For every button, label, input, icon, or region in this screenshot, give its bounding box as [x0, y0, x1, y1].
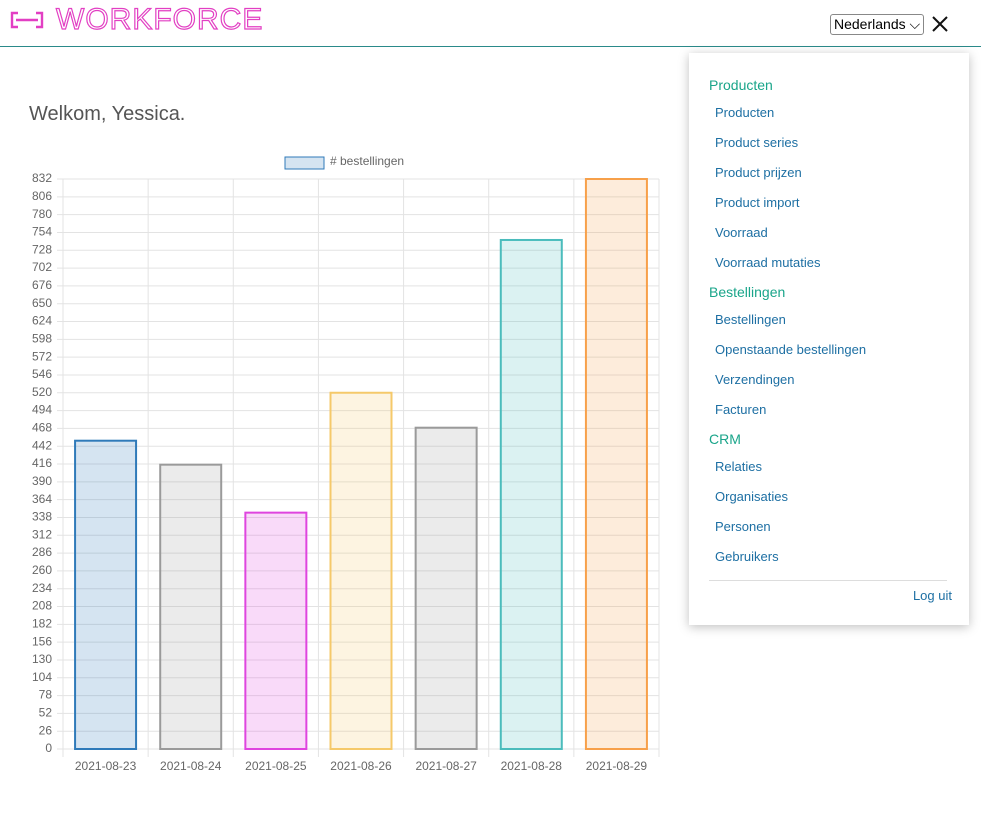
y-tick-label: 520: [32, 385, 52, 399]
y-tick-label: 260: [32, 563, 52, 577]
bar: [159, 463, 223, 750]
x-tick-label: 2021-08-26: [330, 759, 392, 773]
menu: Producten Producten Product series Product …: [689, 53, 969, 625]
y-tick-label: 0: [45, 741, 52, 755]
x-tick-label: 2021-08-28: [501, 759, 563, 773]
chart: 0 26 52 78 104 130 156 182 208 234 260 286 312 338 364…: [32, 154, 660, 773]
y-tick-label: 312: [32, 527, 52, 541]
y-tick-label: 572: [32, 349, 52, 363]
x-tick-label: 2021-08-29: [586, 759, 648, 773]
logout-link[interactable]: Log uit: [912, 588, 952, 603]
bar: [584, 178, 648, 750]
y-tick-label: 546: [32, 367, 52, 381]
x-tick-label: 2021-08-25: [245, 759, 307, 773]
language: Nederlands: [834, 16, 906, 32]
y-tick-label: 494: [32, 403, 52, 417]
menu-item[interactable]: Product series: [715, 135, 799, 150]
menu-item[interactable]: Organisaties: [715, 489, 788, 504]
y-tick-label: 104: [32, 670, 52, 684]
menu-item[interactable]: Product prijzen: [715, 165, 802, 180]
language-select[interactable]: Nederlands ⌵: [830, 14, 925, 35]
greeting: Welkom, Yessica.: [29, 103, 186, 125]
menu-item[interactable]: Openstaande bestellingen: [715, 342, 867, 357]
menu-item[interactable]: Verzendingen: [715, 372, 795, 387]
bar: [74, 439, 138, 750]
y-tick-label: 624: [32, 314, 52, 328]
y-tick-label: 182: [32, 616, 52, 630]
y-tick-label: 234: [32, 581, 52, 595]
y-tick-label: 728: [32, 242, 52, 256]
y-tick-label: 78: [39, 688, 53, 702]
menu-item[interactable]: Facturen: [715, 402, 767, 417]
bar: [329, 391, 393, 750]
header: WORKFORCE Nederlands ⌵: [0, 0, 981, 47]
y-tick-label: 364: [32, 492, 52, 506]
y-tick-label: 598: [32, 331, 52, 345]
menu-item[interactable]: Voorraad mutaties: [715, 255, 821, 270]
y-tick-label: 390: [32, 474, 52, 488]
menu-item[interactable]: Voorraad: [715, 225, 768, 240]
y-tick-label: 676: [32, 278, 52, 292]
y-tick-label: 338: [32, 510, 52, 524]
menu-item[interactable]: Product import: [715, 195, 800, 210]
y-tick-label: 650: [32, 296, 52, 310]
y-tick-label: 130: [32, 652, 52, 666]
bar: [414, 426, 478, 750]
menu-item[interactable]: Producten: [715, 105, 775, 120]
y-tick-label: 806: [32, 189, 52, 203]
menu-section-title: Producten: [709, 77, 773, 93]
x-tick-label: 2021-08-24: [160, 759, 222, 773]
y-tick-label: 832: [32, 171, 52, 185]
legend-label: # bestellingen: [330, 154, 404, 168]
logo-icon: [10, 11, 44, 29]
menu-section-title: Bestellingen: [709, 284, 786, 300]
menu-item[interactable]: Bestellingen: [715, 312, 786, 327]
y-tick-label: 702: [32, 260, 52, 274]
y-tick-label: 468: [32, 421, 52, 435]
menu-item[interactable]: Personen: [715, 519, 771, 534]
separator: [709, 580, 947, 581]
close-button[interactable]: [930, 14, 950, 34]
y-tick-label: 156: [32, 634, 52, 648]
y-tick-label: 754: [32, 225, 52, 239]
legend-swatch: [284, 156, 325, 170]
menu-item[interactable]: Relaties: [715, 459, 762, 474]
y-tick-label: 286: [32, 545, 52, 559]
y-tick-label: 52: [39, 706, 53, 720]
y-tick-label: 208: [32, 599, 52, 613]
logo[interactable]: WORKFORCE: [55, 2, 264, 36]
y-tick-label: 26: [39, 723, 53, 737]
bar: [499, 238, 563, 750]
menu-section-title: CRM: [709, 431, 741, 447]
y-tick-label: 442: [32, 438, 52, 452]
y-tick-label: 780: [32, 207, 52, 221]
x-tick-label: 2021-08-23: [75, 759, 137, 773]
menu-item[interactable]: Gebruikers: [715, 549, 779, 564]
x-tick-label: 2021-08-27: [415, 759, 477, 773]
bar: [244, 511, 308, 751]
y-tick-label: 416: [32, 456, 52, 470]
